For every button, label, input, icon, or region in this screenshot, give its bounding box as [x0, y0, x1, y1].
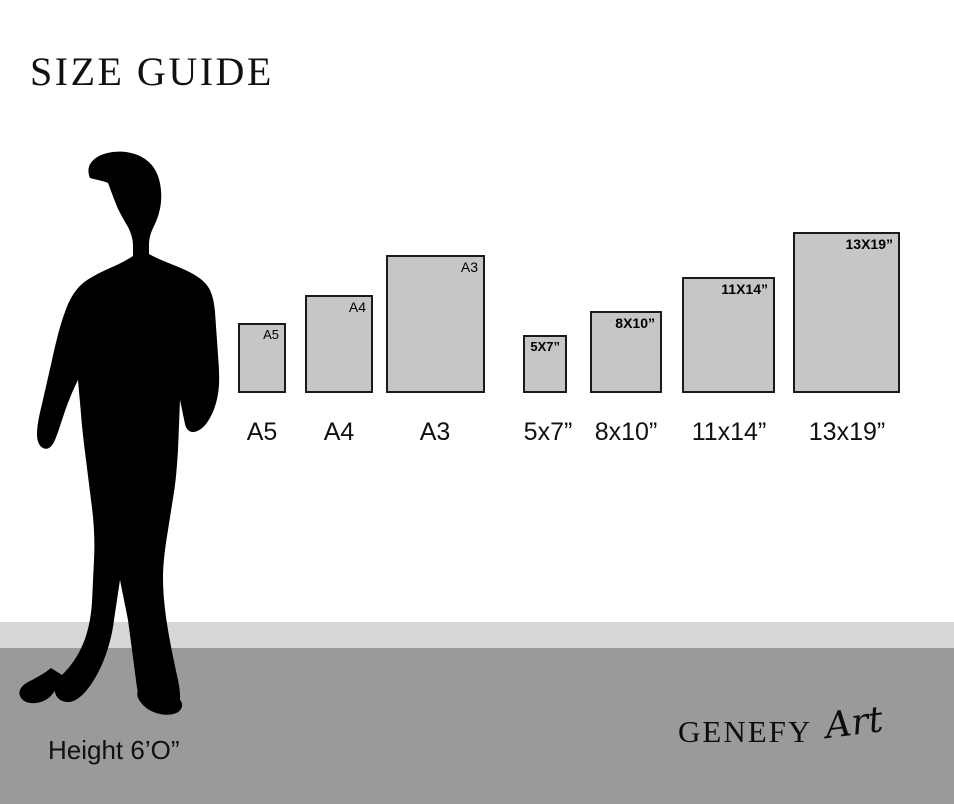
frame-caption: A5 — [246, 418, 278, 446]
size-frame: 5X7” — [523, 335, 567, 393]
frame-caption: A4 — [323, 418, 355, 446]
page-title: SIZE GUIDE — [30, 49, 274, 94]
frame-caption: 8x10” — [594, 418, 658, 446]
frame-caption: 13x19” — [808, 418, 886, 446]
frame-caption: 5x7” — [523, 418, 573, 446]
frame-inner-label: 5X7” — [530, 339, 560, 354]
size-frame: 11X14” — [682, 277, 775, 393]
frame-inner-label: A5 — [263, 327, 279, 342]
height-note: Height 6’O” — [48, 735, 180, 765]
size-frame: A3 — [386, 255, 485, 393]
frame-inner-label: 13X19” — [845, 236, 893, 252]
frame-inner-label: A4 — [348, 299, 366, 315]
frame-inner-label: A3 — [460, 259, 478, 275]
size-frame: 13X19” — [793, 232, 900, 393]
brand-logo: GENEFY Art — [678, 699, 926, 762]
size-frame: A4 — [305, 295, 373, 393]
brand-logo-word: GENEFY — [678, 714, 813, 749]
frame-caption: 11x14” — [691, 418, 767, 446]
man-silhouette-icon — [19, 151, 220, 715]
frame-inner-label: 8X10” — [615, 315, 655, 331]
frame-inner-label: 11X14” — [721, 281, 768, 297]
size-frame: A5 — [238, 323, 286, 393]
frame-caption: A3 — [419, 418, 451, 446]
size-frame: 8X10” — [590, 311, 662, 393]
brand-logo-script: Art — [823, 699, 886, 747]
